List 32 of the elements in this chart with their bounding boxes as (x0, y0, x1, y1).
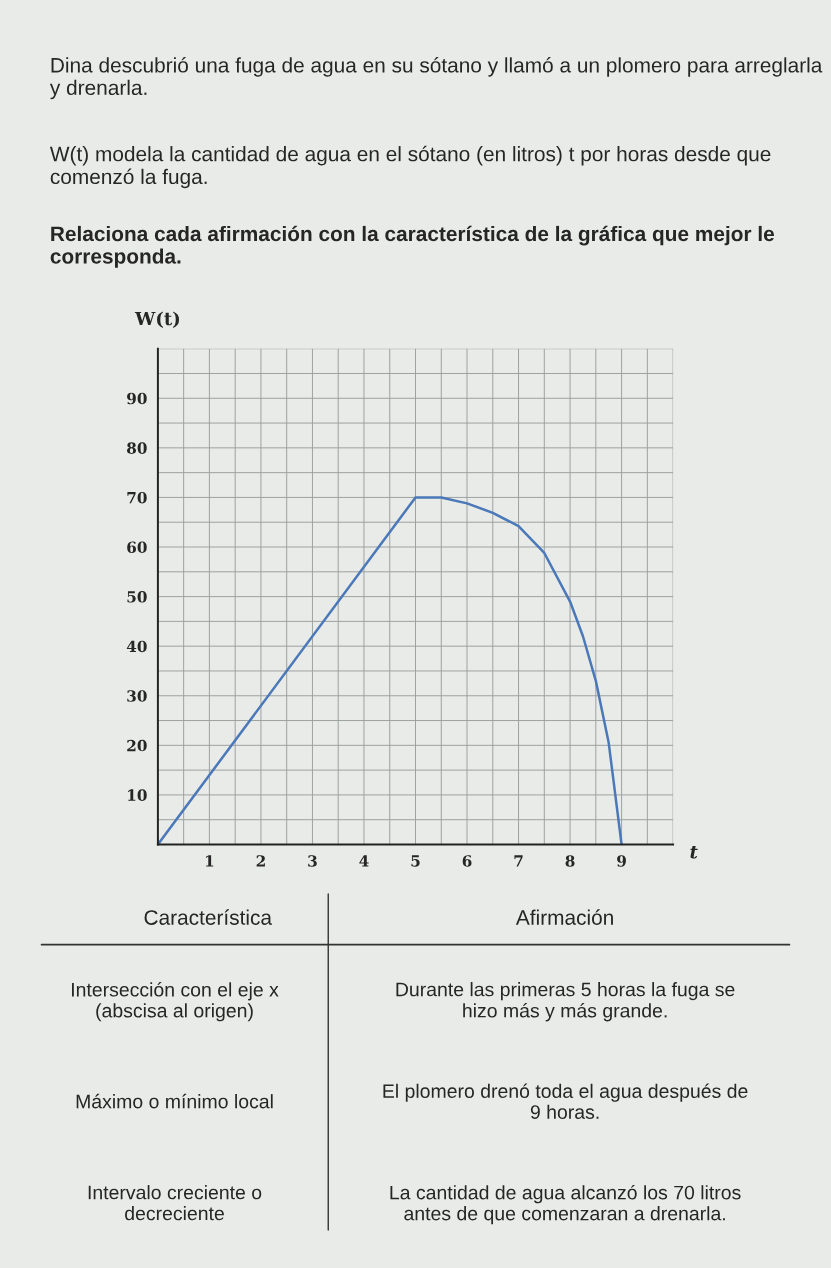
text: El plomero drenó toda el agua después de 9 horas. (383, 1083, 748, 1119)
text: Intersección con el eje x (abscisa al origen) (72, 982, 279, 1022)
chart-subtitle: W(t) modela la cantidad de agua en el sótano (en litros) t por horas desde que comenzó la fuga. (49, 145, 771, 189)
x-axis-title: t (690, 845, 698, 859)
y-tick-label: 70 (127, 491, 147, 504)
x-tick-label: 4 (359, 855, 369, 867)
y-axis-title: W(t) (134, 311, 180, 328)
line-series (157, 496, 623, 845)
y-tick-label: 10 (128, 789, 147, 801)
x-tick-label: 5 (411, 855, 420, 867)
text: Relaciona cada afirmación con la característica de la gráfica que mejor le corresponda. (50, 225, 774, 268)
text: Característica (144, 909, 273, 925)
x-tick-label: 9 (617, 855, 626, 867)
y-tick-label: 60 (127, 541, 147, 554)
x-tick-label: 7 (514, 855, 523, 867)
y-tick-label: 80 (127, 442, 147, 454)
x-tick-label: 6 (462, 855, 472, 867)
x-tick-label: 1 (205, 855, 214, 867)
y-tick-label: 30 (127, 690, 147, 702)
chart-title: Dina descubrió una fuga de agua en su sótano y llamó a un plomero para arreglarla y drenarla. (49, 57, 823, 100)
x-tick-label: 8 (565, 855, 575, 867)
y-tick-label: 40 (126, 640, 147, 653)
x-tick-label: 3 (308, 855, 317, 867)
text: Máximo o mínimo local (76, 1093, 273, 1109)
text: La cantidad de agua alcanzó los 70 litros antes de que comenzaran a drenarla. (390, 1184, 741, 1225)
text: Durante las primeras 5 horas la fuga se hizo más y más grande. (396, 982, 735, 1022)
y-tick-label: 20 (127, 739, 147, 752)
y-tick-label: 90 (127, 392, 147, 405)
text: Afirmación (515, 909, 613, 925)
y-tick-label: 50 (127, 591, 147, 603)
text: Intervalo creciente o decreciente (88, 1185, 262, 1221)
x-tick-label: 2 (256, 855, 265, 867)
